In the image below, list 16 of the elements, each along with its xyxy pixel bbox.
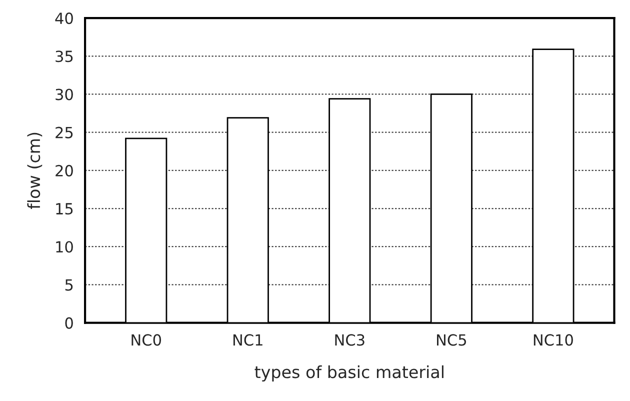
- y-tick-label: 35: [56, 50, 73, 62]
- x-tick-label: NC5: [437, 334, 466, 346]
- y-tick-label: 20: [56, 164, 73, 176]
- x-tick-label: NC10: [534, 334, 573, 346]
- y-tick-label: 30: [56, 88, 73, 100]
- y-axis-title: flow (cm): [27, 132, 42, 210]
- y-tick-label: 40: [55, 12, 73, 24]
- y-tick-label: 10: [56, 241, 73, 253]
- y-tick-label: 25: [56, 126, 73, 138]
- y-tick-label: 0: [65, 317, 73, 329]
- x-axis-title: types of basic material: [254, 365, 444, 382]
- y-tick-label: 15: [56, 203, 73, 215]
- x-tick-label: NC1: [233, 334, 262, 346]
- y-tick-label: 5: [65, 279, 73, 291]
- x-tick-label: NC0: [132, 334, 162, 346]
- x-tick-label: NC3: [335, 334, 364, 346]
